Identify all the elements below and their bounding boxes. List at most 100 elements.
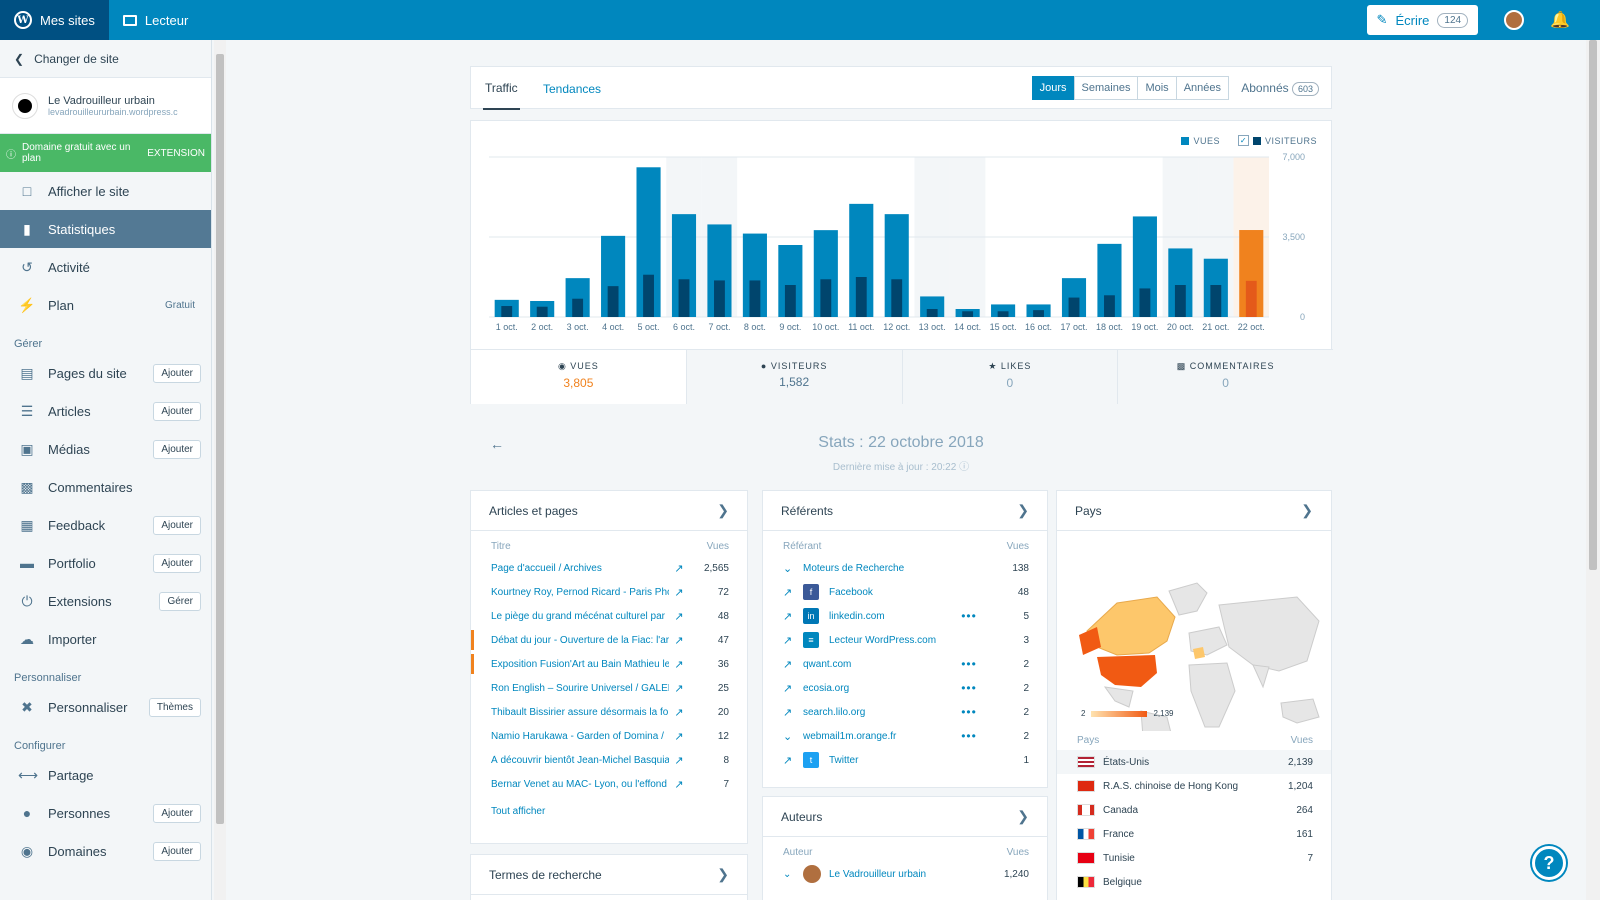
- external-link-icon[interactable]: ↗: [674, 778, 684, 791]
- external-link-icon[interactable]: ↗: [674, 706, 684, 719]
- views-bar[interactable]: [920, 296, 945, 317]
- manage-plugins-button[interactable]: Gérer: [159, 591, 201, 611]
- sidebar-item-portfolio[interactable]: ▬ Portfolio Ajouter: [0, 544, 211, 582]
- author-name[interactable]: Le Vadrouilleur urbain: [829, 868, 927, 880]
- authors-module-header[interactable]: Auteurs ❯: [763, 797, 1047, 837]
- table-row[interactable]: Débat du jour - Ouverture de la Fiac: l'…: [471, 628, 747, 652]
- referrer-link[interactable]: ecosia.org: [803, 682, 850, 694]
- more-options-icon[interactable]: •••: [961, 681, 977, 695]
- referrer-link[interactable]: Lecteur WordPress.com: [829, 634, 937, 646]
- external-link-icon[interactable]: ↗: [674, 634, 684, 647]
- tab-trends[interactable]: Tendances: [543, 81, 602, 96]
- post-title-link[interactable]: Thibault Bissirier assure désormais la f…: [491, 706, 669, 718]
- referrer-link[interactable]: search.lilo.org: [803, 706, 866, 718]
- page-scroll-thumb[interactable]: [1589, 40, 1597, 570]
- countries-module-header[interactable]: Pays ❯: [1057, 491, 1331, 531]
- search-terms-header[interactable]: Termes de recherche ❯: [471, 855, 747, 895]
- table-row[interactable]: ↗ in linkedin.com ••• 5: [763, 604, 1047, 628]
- table-row[interactable]: Thibault Bissirier assure désormais la f…: [471, 700, 747, 724]
- add-feedback-button[interactable]: Ajouter: [153, 515, 201, 535]
- post-title-link[interactable]: Débat du jour - Ouverture de la Fiac: l'…: [491, 634, 669, 646]
- drafts-count-badge[interactable]: 124: [1437, 12, 1469, 28]
- table-row[interactable]: Ron English – Sourire Universel / GALER ↗…: [471, 676, 747, 700]
- visitors-bar[interactable]: [1104, 295, 1115, 317]
- views-bar[interactable]: [991, 304, 1016, 317]
- reader-button[interactable]: Lecteur: [109, 0, 202, 40]
- post-title-link[interactable]: À découvrir bientôt Jean-Michel Basquia: [491, 754, 669, 766]
- table-row[interactable]: ⌄ Moteurs de Recherche 138: [763, 556, 1047, 580]
- sidebar-item-activity[interactable]: ↺ Activité: [0, 248, 211, 286]
- referrer-link[interactable]: linkedin.com: [829, 610, 885, 622]
- summary-tab-comments[interactable]: ▩ COMMENTAIRES 0: [1118, 350, 1333, 404]
- post-title-link[interactable]: Ron English – Sourire Universel / GALER: [491, 682, 669, 694]
- external-link-icon[interactable]: ↗: [783, 610, 793, 623]
- add-media-button[interactable]: Ajouter: [153, 439, 201, 459]
- external-link-icon[interactable]: ↗: [674, 562, 684, 575]
- summary-tab-views[interactable]: ◉ VUES 3,805: [471, 350, 687, 404]
- sidebar-scroll-thumb[interactable]: [216, 54, 224, 824]
- table-row[interactable]: Page d'accueil / Archives ↗ 2,565: [471, 556, 747, 580]
- more-options-icon[interactable]: •••: [961, 657, 977, 671]
- chevron-right-icon[interactable]: ❯: [1301, 502, 1313, 518]
- visitors-bar[interactable]: [607, 286, 619, 317]
- table-row[interactable]: Exposition Fusion'Art au Bain Mathieu le…: [471, 652, 747, 676]
- table-row[interactable]: Namio Harukawa - Garden of Domina / ↗ 12: [471, 724, 747, 748]
- more-options-icon[interactable]: •••: [961, 609, 977, 623]
- period-days[interactable]: Jours: [1031, 76, 1075, 100]
- summary-tab-visitors[interactable]: ● VISITEURS 1,582: [686, 350, 903, 404]
- visitors-bar[interactable]: [1033, 310, 1044, 317]
- table-row[interactable]: Tunisie 7: [1057, 846, 1331, 870]
- domain-upsell-banner[interactable]: ⓘ Domaine gratuit avec un plan EXTENSION: [0, 134, 211, 172]
- write-button[interactable]: ✎ Écrire 124: [1366, 5, 1479, 35]
- external-link-icon[interactable]: ↗: [674, 682, 684, 695]
- chevron-down-icon[interactable]: ⌄: [783, 730, 793, 743]
- sidebar-item-comments[interactable]: ▩ Commentaires: [0, 468, 211, 506]
- visitors-bar[interactable]: [1068, 297, 1080, 317]
- referrer-link[interactable]: qwant.com: [803, 658, 852, 670]
- table-row[interactable]: Bernar Venet au MAC- Lyon, ou l'effond ↗ 7: [471, 772, 747, 796]
- help-button[interactable]: ?: [1532, 846, 1566, 880]
- author-row[interactable]: ⌄ Le Vadrouilleur urbain 1,240: [763, 862, 1047, 886]
- visitors-bar[interactable]: [536, 306, 548, 317]
- external-link-icon[interactable]: ↗: [783, 682, 793, 695]
- sidebar-item-sharing[interactable]: ⟷ Partage: [0, 756, 211, 794]
- visitors-bar[interactable]: [1245, 280, 1257, 317]
- sidebar-item-feedback[interactable]: ▦ Feedback Ajouter: [0, 506, 211, 544]
- visitors-bar[interactable]: [926, 309, 938, 317]
- external-link-icon[interactable]: ↗: [674, 658, 684, 671]
- visitors-bar[interactable]: [678, 279, 690, 317]
- visitors-bar[interactable]: [784, 285, 796, 317]
- visitors-bar[interactable]: [1210, 285, 1222, 317]
- referrers-module-header[interactable]: Référents ❯: [763, 491, 1047, 531]
- table-row[interactable]: France 161: [1057, 822, 1331, 846]
- visitors-checkbox[interactable]: ✓: [1237, 135, 1249, 146]
- referrer-link[interactable]: webmail1m.orange.fr: [803, 730, 897, 742]
- add-portfolio-button[interactable]: Ajouter: [153, 553, 201, 573]
- post-title-link[interactable]: Bernar Venet au MAC- Lyon, ou l'effond: [491, 778, 667, 790]
- sidebar-scrollbar[interactable]: [214, 40, 226, 900]
- post-title-link[interactable]: Kourtney Roy, Pernod Ricard - Paris Pho: [491, 586, 669, 598]
- period-weeks[interactable]: Semaines: [1073, 76, 1139, 100]
- visitors-bar[interactable]: [962, 311, 974, 317]
- add-domain-button[interactable]: Ajouter: [153, 841, 201, 861]
- themes-button[interactable]: Thèmes: [148, 697, 201, 717]
- visitors-bar[interactable]: [855, 277, 867, 317]
- notifications-bell-icon[interactable]: 🔔: [1550, 12, 1570, 29]
- table-row[interactable]: ↗ search.lilo.org ••• 2: [763, 700, 1047, 724]
- table-row[interactable]: Kourtney Roy, Pernod Ricard - Paris Pho ↗…: [471, 580, 747, 604]
- referrer-link[interactable]: Twitter: [829, 754, 859, 766]
- period-months[interactable]: Mois: [1137, 76, 1177, 100]
- promo-action[interactable]: EXTENSION: [147, 147, 205, 159]
- table-row[interactable]: États-Unis 2,139: [1057, 750, 1331, 774]
- visitors-bar[interactable]: [997, 311, 1009, 317]
- summary-tab-likes[interactable]: ★ LIKES 0: [902, 350, 1119, 404]
- referrer-link[interactable]: Facebook: [829, 586, 873, 598]
- chevron-right-icon[interactable]: ❯: [1017, 502, 1029, 518]
- chevron-down-icon[interactable]: ⌄: [783, 868, 792, 880]
- add-person-button[interactable]: Ajouter: [153, 803, 201, 823]
- posts-module-header[interactable]: Articles et pages ❯: [471, 491, 747, 531]
- table-row[interactable]: ↗ ≡ Lecteur WordPress.com 3: [763, 628, 1047, 652]
- post-title-link[interactable]: Page d'accueil / Archives: [491, 562, 602, 574]
- sidebar-item-plugins[interactable]: ⏻ Extensions Gérer: [0, 582, 211, 620]
- sidebar-item-media[interactable]: ▣ Médias Ajouter: [0, 430, 211, 468]
